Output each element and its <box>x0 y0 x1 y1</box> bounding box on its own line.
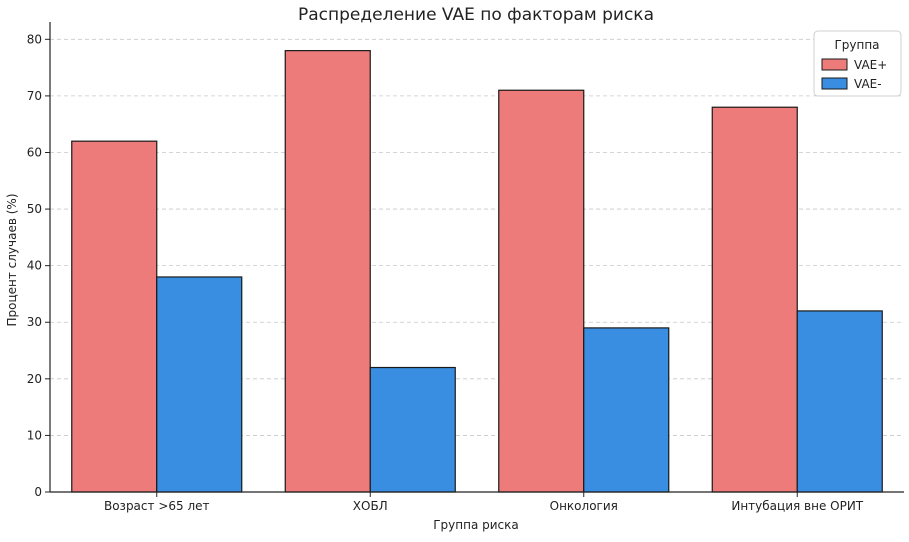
bar-vae-minus <box>369 366 456 493</box>
y-ticks-group: 0 10 20 30 40 50 60 70 80 <box>27 32 50 499</box>
x-tick-label: ХОБЛ <box>353 499 388 513</box>
legend-items: VAE+ VAE- <box>821 58 887 91</box>
x-tick-label: Возраст >65 лет <box>104 499 210 513</box>
legend-swatch-vae-plus <box>821 58 848 71</box>
x-ticks-group: Возраст >65 лет ХОБЛ Онкология Интубация вн… <box>104 492 864 513</box>
y-axis-label: Процент случаев (%) <box>5 193 19 326</box>
y-tick-label: 10 <box>27 428 42 442</box>
legend-label-vae-minus: VAE- <box>854 77 882 91</box>
axes-group <box>49 22 904 493</box>
bar-vae-minus <box>583 327 670 493</box>
bar-vae-plus <box>498 89 585 493</box>
y-tick-label: 50 <box>27 202 42 216</box>
bars-group <box>71 50 883 493</box>
x-tick-label: Интубация вне ОРИТ <box>731 499 863 513</box>
y-tick-label: 40 <box>27 259 42 273</box>
y-tick-label: 20 <box>27 372 42 386</box>
x-axis-label: Группа риска <box>433 518 519 532</box>
legend-swatch-vae-minus <box>821 77 848 90</box>
y-tick-label: 70 <box>27 89 42 103</box>
x-tick-label: Онкология <box>550 499 618 513</box>
bar-vae-minus <box>796 310 883 493</box>
legend: Группа VAE+ VAE- <box>813 30 902 97</box>
y-tick-label: 0 <box>34 485 42 499</box>
chart-title: Распределение VAE по факторам риска <box>298 5 654 25</box>
y-tick-label: 80 <box>27 32 42 46</box>
y-tick-label: 60 <box>27 145 42 159</box>
bar-vae-minus <box>156 276 243 493</box>
bar-vae-plus <box>711 106 798 493</box>
legend-title: Группа <box>834 38 879 52</box>
bar-vae-plus <box>71 140 158 493</box>
y-tick-label: 30 <box>27 315 42 329</box>
legend-label-vae-plus: VAE+ <box>854 58 887 72</box>
bar-vae-plus <box>284 50 371 493</box>
